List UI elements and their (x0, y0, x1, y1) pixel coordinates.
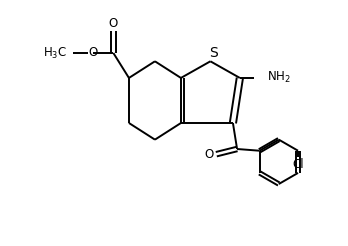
Text: Cl: Cl (292, 158, 304, 171)
Text: NH$_2$: NH$_2$ (267, 70, 290, 85)
Text: H$_3$C: H$_3$C (43, 46, 67, 61)
Text: O: O (205, 148, 214, 161)
Text: O: O (109, 17, 118, 30)
Text: O: O (88, 46, 97, 60)
Text: S: S (209, 46, 218, 60)
